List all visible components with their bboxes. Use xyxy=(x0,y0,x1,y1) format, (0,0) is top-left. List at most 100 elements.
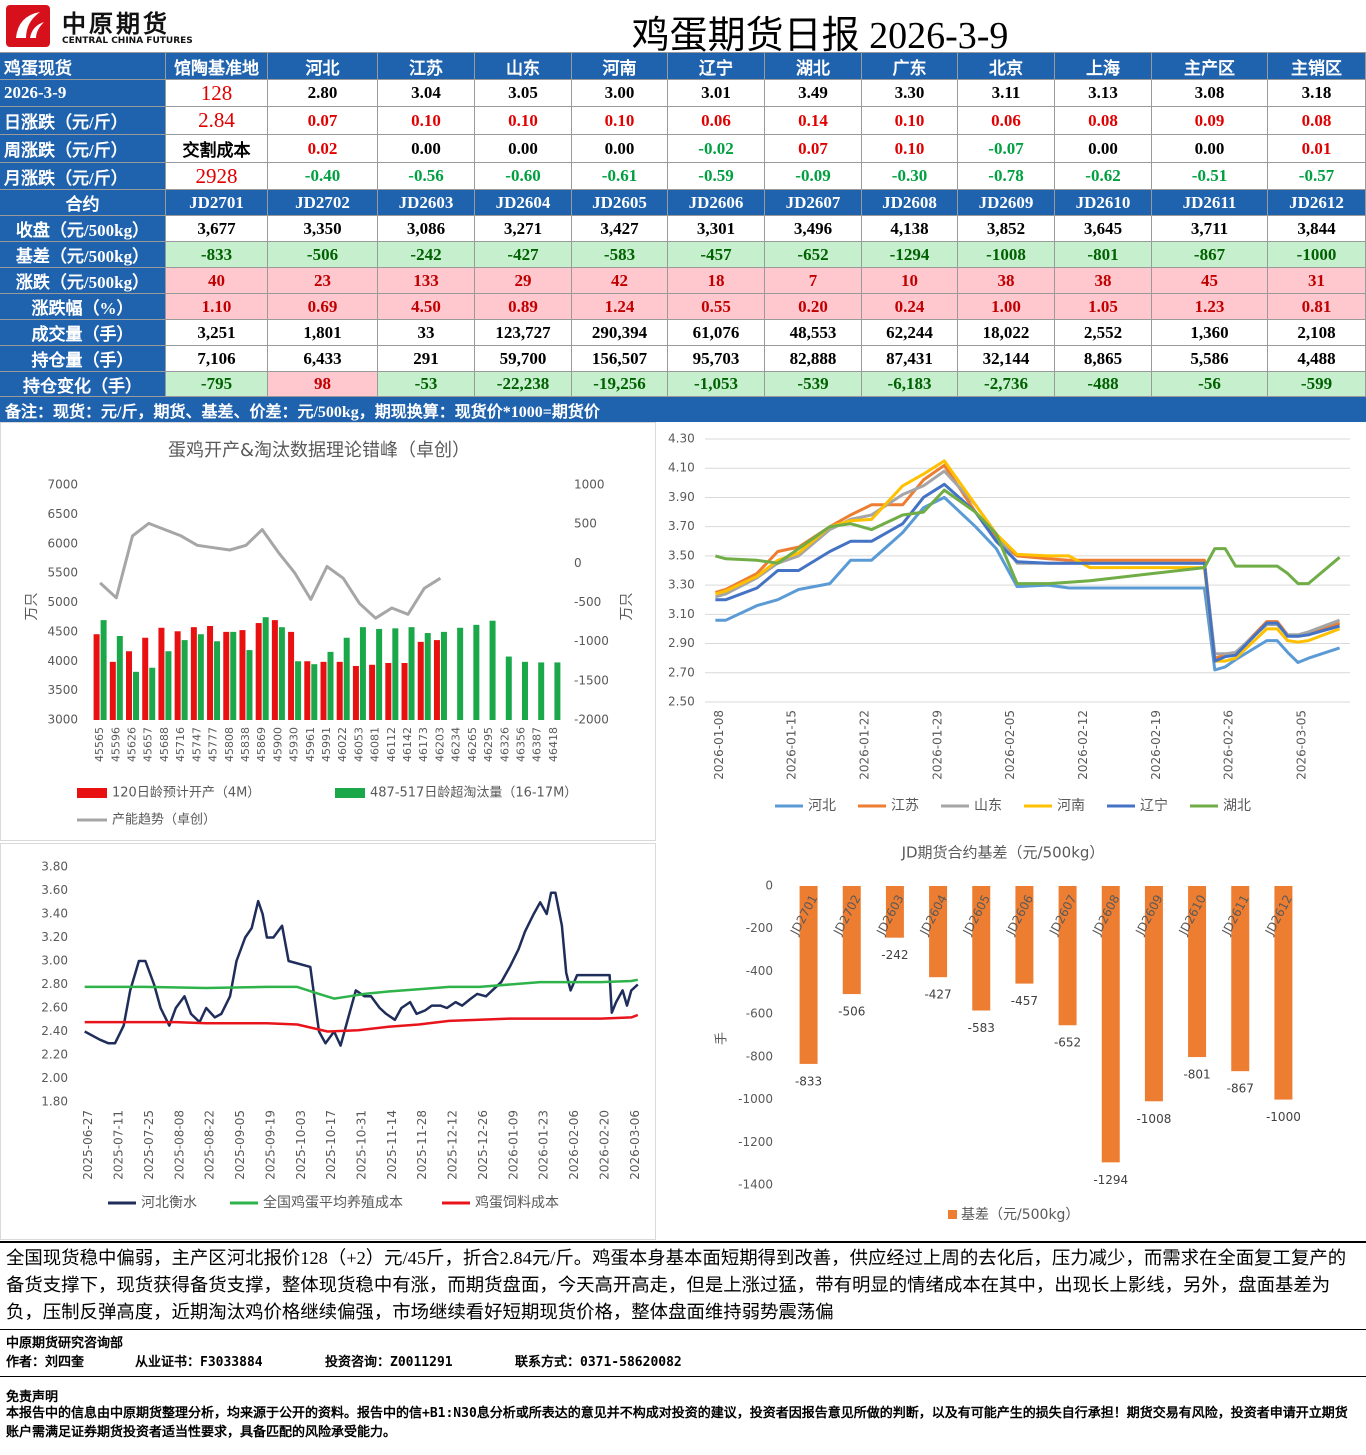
data-label: -1294 xyxy=(1093,1173,1128,1187)
x-tick-label: 2026-02-05 xyxy=(1003,710,1017,780)
x-tick-label: 45900 xyxy=(271,727,284,762)
table-cell: 涨跌（元/500kg） xyxy=(0,268,166,294)
legend-label: 河北 xyxy=(808,798,836,814)
y-tick-label: 4.30 xyxy=(668,432,695,446)
bar xyxy=(433,640,440,720)
x-tick-label: 2026-01-29 xyxy=(930,710,944,780)
bar xyxy=(158,627,165,720)
table-cell: 98 xyxy=(268,372,378,397)
table-cell: 周涨跌（元/斤） xyxy=(0,135,166,163)
table-cell: 95,703 xyxy=(668,346,765,372)
table-cell: 成交量（手） xyxy=(0,320,166,346)
y-tick-label: 2.70 xyxy=(668,665,695,679)
x-tick-label: 46053 xyxy=(352,727,365,762)
x-tick-label: 46265 xyxy=(466,727,479,762)
y-tick-label: 2.00 xyxy=(41,1071,68,1085)
department: 中原期货研究咨询部 xyxy=(6,1336,124,1351)
x-tick-label: 46112 xyxy=(385,727,398,762)
bar xyxy=(262,617,269,720)
bar xyxy=(842,886,861,995)
legend-label: 全国鸡蛋平均养殖成本 xyxy=(263,1194,403,1211)
table-cell: -1294 xyxy=(862,242,958,268)
table-cell: 3.11 xyxy=(958,80,1055,107)
table-cell: -0.51 xyxy=(1152,163,1268,190)
x-tick-label: 2025-10-03 xyxy=(294,1110,308,1180)
table-cell: -795 xyxy=(166,372,268,397)
line xyxy=(84,978,639,1000)
bar xyxy=(417,641,424,720)
table-cell: 0.08 xyxy=(1268,107,1366,135)
bar xyxy=(408,627,415,720)
legend-label: 基差（元/500kg） xyxy=(961,1206,1079,1223)
table-cell: JD2606 xyxy=(668,190,765,216)
disclaimer-text: 本报告中的信息由中原期货整理分析，均来源于公开的资料。报告中的信+B1:N30息… xyxy=(6,1406,1348,1440)
bar xyxy=(149,667,156,720)
data-label: -833 xyxy=(795,1074,822,1088)
x-tick-label: 2026-01-22 xyxy=(858,710,872,780)
table-cell: 3.04 xyxy=(378,80,475,107)
table-cell: 5,586 xyxy=(1152,346,1268,372)
bar xyxy=(1231,886,1250,1072)
y-tick-label: 3.40 xyxy=(41,907,68,921)
data-label: -1000 xyxy=(1266,1110,1301,1124)
bar xyxy=(385,663,392,720)
x-tick-label: 2026-02-20 xyxy=(597,1110,611,1180)
header: 中原期货 CENTRAL CHINA FUTURES 鸡蛋期货日报 2026-3… xyxy=(0,0,1366,57)
disclaimer-title: 免责声明 xyxy=(6,1390,59,1405)
table-cell: -0.02 xyxy=(668,135,765,163)
table-cell: 133 xyxy=(378,268,475,294)
table-cell: 收盘（元/500kg） xyxy=(0,216,166,242)
table-cell: 上海 xyxy=(1055,53,1152,80)
bar xyxy=(440,631,447,720)
legend-label: 487-517日龄超淘汰量（16-17M） xyxy=(370,786,577,801)
x-tick-label: 2025-10-17 xyxy=(324,1110,338,1180)
table-cell: 82,888 xyxy=(765,346,862,372)
table-cell: -0.30 xyxy=(862,163,958,190)
table-cell: 123,727 xyxy=(475,320,572,346)
x-tick-label: 45626 xyxy=(126,727,139,762)
line xyxy=(99,521,442,620)
y2-axis-label: 万只 xyxy=(619,593,635,621)
license: 从业证书：F3033884 xyxy=(135,1355,263,1370)
table-cell: JD2603 xyxy=(378,190,475,216)
x-tick-label: 45747 xyxy=(190,727,203,762)
table-cell: 3,086 xyxy=(378,216,475,242)
y2-tick-label: 500 xyxy=(574,517,597,531)
table-cell: 0.10 xyxy=(572,107,668,135)
bar xyxy=(255,623,262,720)
y2-tick-label: 1000 xyxy=(574,478,605,492)
bar xyxy=(223,631,230,720)
data-label: -427 xyxy=(924,988,951,1002)
contact: 联系方式：0371-58620082 xyxy=(515,1355,682,1370)
table-cell: -0.60 xyxy=(475,163,572,190)
table-cell: 3.01 xyxy=(668,80,765,107)
line xyxy=(715,495,1341,672)
legend-label: 鸡蛋饲料成本 xyxy=(475,1194,559,1211)
table-cell: 87,431 xyxy=(862,346,958,372)
bar xyxy=(1144,886,1163,1102)
x-tick-label: 2025-10-31 xyxy=(355,1110,369,1180)
y2-tick-label: -1000 xyxy=(574,634,609,648)
y-tick-label: 4000 xyxy=(47,654,78,668)
bar xyxy=(885,886,904,938)
table-cell: 0.08 xyxy=(1055,107,1152,135)
table-cell: 山东 xyxy=(475,53,572,80)
chart-title: 蛋鸡开产&淘汰数据理论错峰（卓创） xyxy=(168,440,470,461)
bar xyxy=(343,637,350,720)
x-tick-label: 2025-12-12 xyxy=(446,1110,460,1180)
bar xyxy=(165,651,172,720)
table-cell: 29 xyxy=(475,268,572,294)
table-cell: 交割成本 xyxy=(166,135,268,163)
bar xyxy=(93,634,100,720)
bar xyxy=(207,626,214,720)
table-cell: -488 xyxy=(1055,372,1152,397)
y-tick-label: 2.50 xyxy=(668,695,695,709)
x-tick-label: 46326 xyxy=(498,727,511,762)
table-cell: 0.00 xyxy=(572,135,668,163)
table-cell: 主产区 xyxy=(1152,53,1268,80)
table-cell: 31 xyxy=(1268,268,1366,294)
table-cell: 3,350 xyxy=(268,216,378,242)
table-cell: JD2701 xyxy=(166,190,268,216)
table-cell: 0.09 xyxy=(1152,107,1268,135)
table-cell: 291 xyxy=(378,346,475,372)
